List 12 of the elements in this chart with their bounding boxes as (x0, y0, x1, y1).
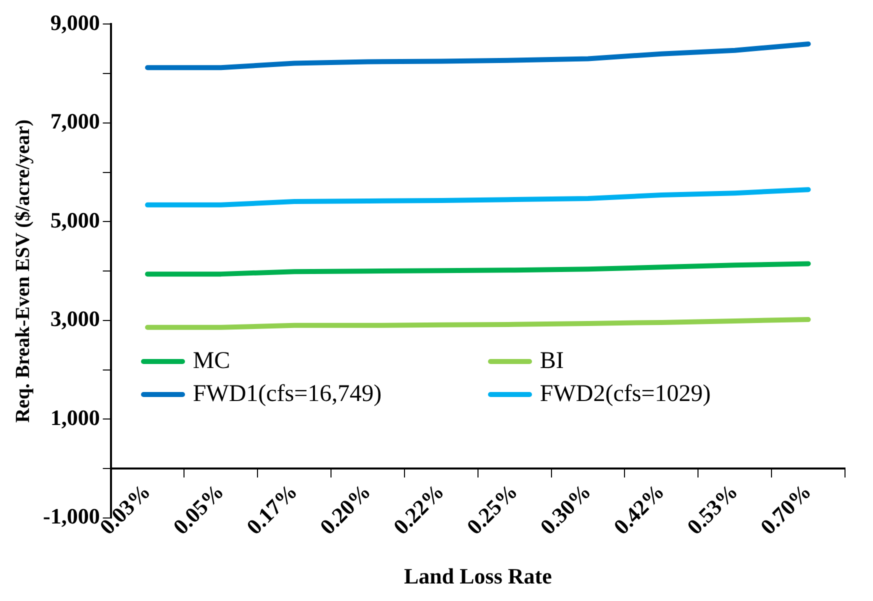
legend-label: FWD2(cfs=1029) (540, 380, 711, 408)
legend-label: MC (192, 348, 230, 375)
y-tick-label: 9,000 (50, 10, 100, 35)
y-tick-label: 1,000 (50, 404, 100, 430)
legend-label: BI (540, 348, 564, 375)
y-tick-label: -1,000 (43, 504, 100, 529)
x-axis-title: Land Loss Rate (404, 564, 552, 589)
y-tick-label: 7,000 (50, 108, 100, 134)
y-tick-label: 5,000 (50, 207, 100, 232)
legend-label: FWD1(cfs=16,749) (192, 380, 382, 408)
y-tick-label: 3,000 (50, 306, 100, 332)
y-axis-title: Req. Break-Even ESV ($/acre/year) (12, 119, 34, 423)
